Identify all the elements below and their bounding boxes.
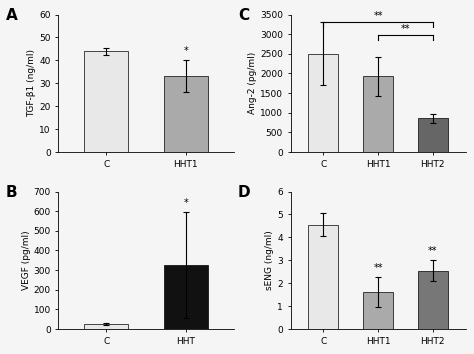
Text: **: ** xyxy=(374,11,383,21)
Text: B: B xyxy=(6,185,18,200)
Y-axis label: TGF-β1 (ng/ml): TGF-β1 (ng/ml) xyxy=(27,49,36,117)
Bar xyxy=(363,76,393,152)
Text: *: * xyxy=(183,46,188,56)
Text: A: A xyxy=(6,8,18,23)
Y-axis label: Ang-2 (pg/ml): Ang-2 (pg/ml) xyxy=(248,52,257,114)
Text: *: * xyxy=(183,198,188,208)
Y-axis label: VEGF (pg/ml): VEGF (pg/ml) xyxy=(22,230,31,290)
Bar xyxy=(418,270,448,329)
Bar xyxy=(84,324,128,329)
Text: **: ** xyxy=(401,24,410,34)
Bar xyxy=(418,118,448,152)
Y-axis label: sENG (ng/ml): sENG (ng/ml) xyxy=(265,230,274,290)
Bar xyxy=(309,54,338,152)
Text: C: C xyxy=(238,8,249,23)
Bar xyxy=(363,292,393,329)
Text: D: D xyxy=(238,185,251,200)
Text: **: ** xyxy=(428,246,438,256)
Bar xyxy=(84,51,128,152)
Bar xyxy=(164,76,208,152)
Text: **: ** xyxy=(374,263,383,273)
Bar xyxy=(164,265,208,329)
Bar xyxy=(309,225,338,329)
